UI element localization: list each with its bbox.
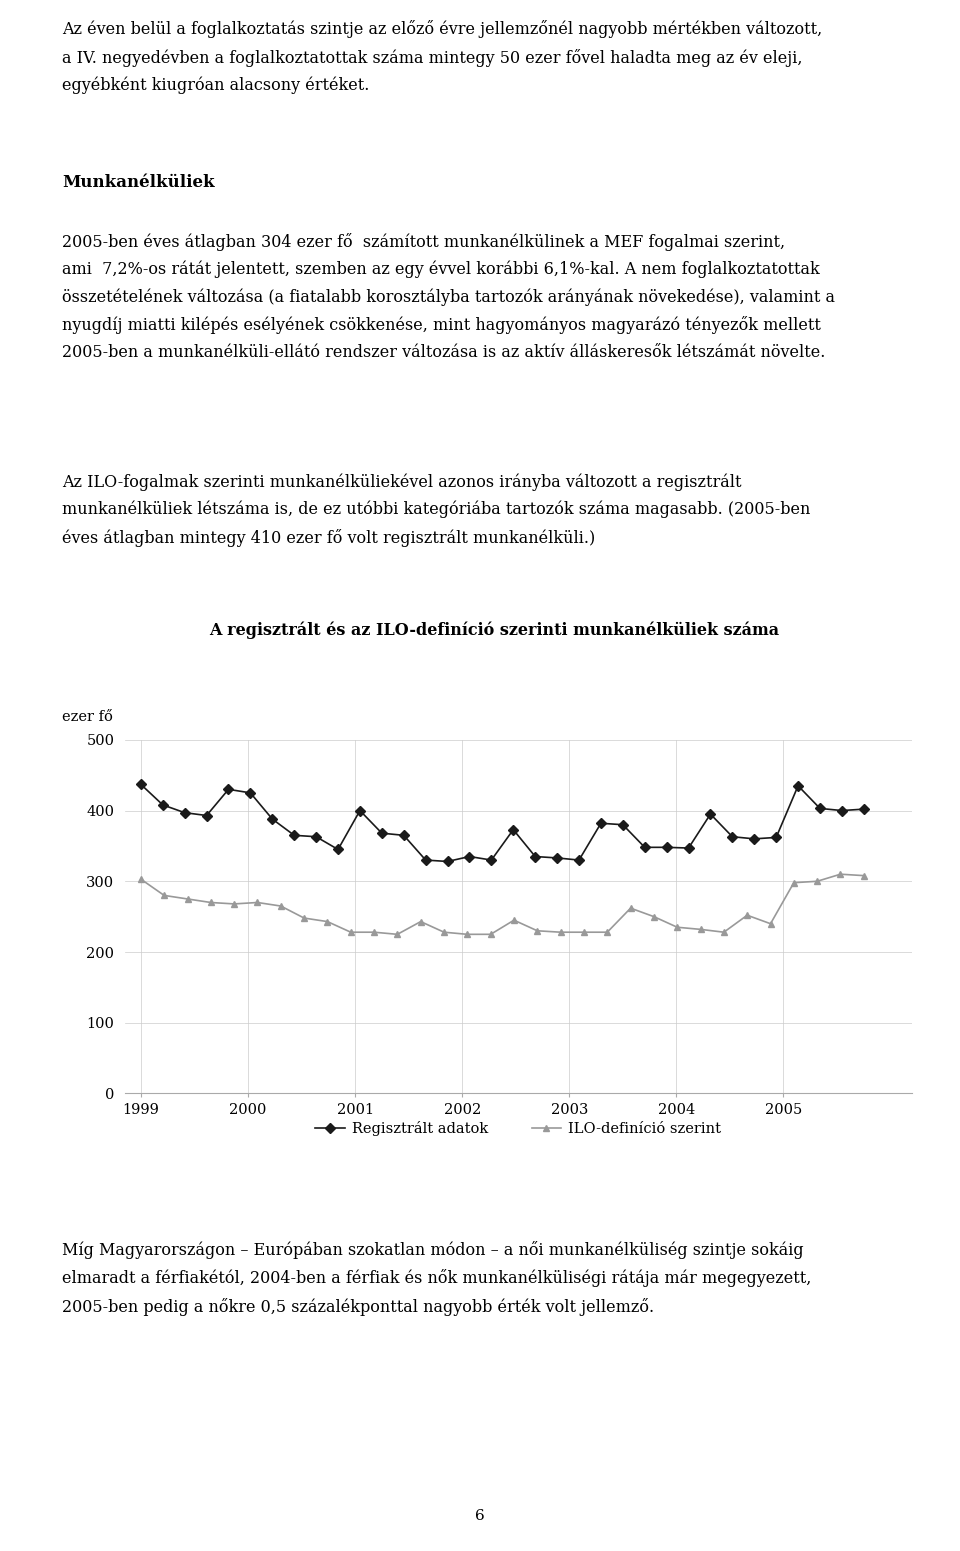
Text: Munkanélküliek: Munkanélküliek — [62, 174, 215, 191]
Text: Míg Magyarországon – Európában szokatlan módon – a női munkanélküliség szintje s: Míg Magyarországon – Európában szokatlan… — [62, 1241, 812, 1315]
Text: 6: 6 — [475, 1509, 485, 1523]
Text: A regisztrált és az ILO-definíció szerinti munkanélküliek száma: A regisztrált és az ILO-definíció szerin… — [209, 622, 780, 639]
Text: Az ILO-fogalmak szerinti munkanélküliekével azonos irányba változott a regisztrá: Az ILO-fogalmak szerinti munkanélkülieké… — [62, 473, 811, 546]
Text: Az éven belül a foglalkoztatás szintje az előző évre jellemzőnél nagyobb mértékb: Az éven belül a foglalkoztatás szintje a… — [62, 20, 823, 95]
Text: 2005-ben éves átlagban 304 ezer fő  számított munkanélkülinek a MEF fogalmai sze: 2005-ben éves átlagban 304 ezer fő számí… — [62, 233, 835, 361]
Legend: Regisztrált adatok, ILO-definíció szerint: Regisztrált adatok, ILO-definíció szerin… — [310, 1115, 727, 1142]
Text: ezer fő: ezer fő — [62, 709, 113, 724]
